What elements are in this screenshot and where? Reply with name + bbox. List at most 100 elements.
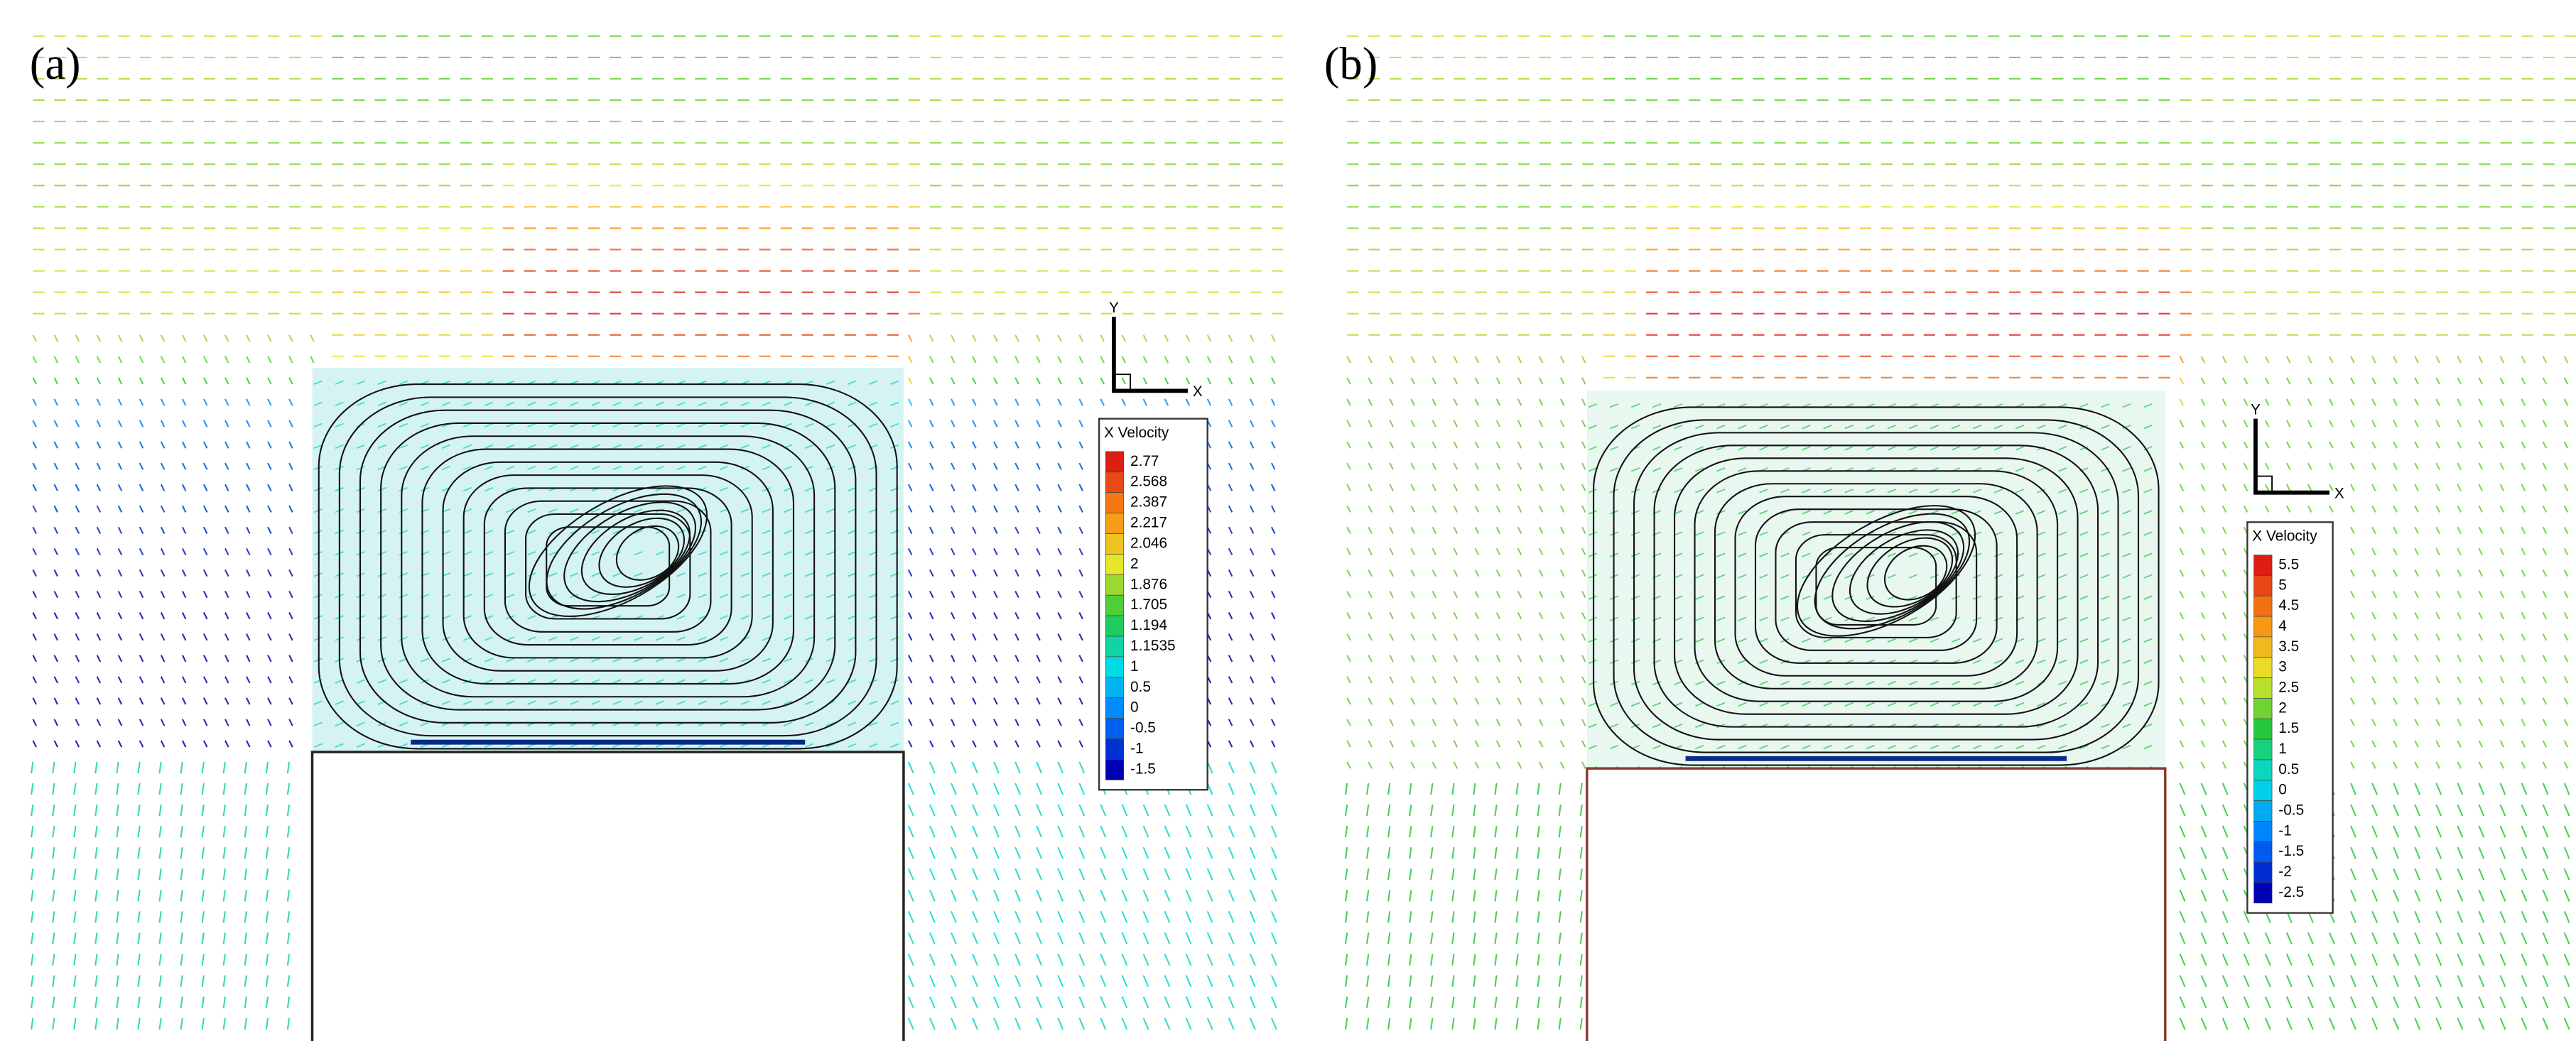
vector <box>2542 975 2549 988</box>
vector <box>116 783 119 795</box>
vector <box>2563 462 2569 470</box>
vector <box>484 423 494 428</box>
vector <box>2329 505 2334 513</box>
legend-swatch <box>1105 594 1125 616</box>
vector <box>2307 996 2314 1009</box>
vector <box>1652 489 1662 494</box>
vortex-region <box>312 367 904 753</box>
vector <box>2200 655 2206 663</box>
vector <box>847 743 857 748</box>
vector <box>2200 633 2206 641</box>
vector <box>1409 868 1412 881</box>
vector <box>32 569 37 577</box>
vector <box>1249 954 1256 966</box>
vector <box>139 612 144 620</box>
vector <box>1559 547 1565 556</box>
vector <box>1121 334 1127 342</box>
vector <box>222 783 226 795</box>
vector <box>181 633 187 641</box>
vector <box>548 444 558 449</box>
vector <box>1387 868 1391 881</box>
vector <box>1270 804 1277 817</box>
vector <box>75 655 80 663</box>
vector <box>441 401 451 406</box>
vector <box>907 910 914 923</box>
vector <box>441 465 451 471</box>
legend-level: 0 <box>1130 699 1139 716</box>
vector <box>1495 697 1501 705</box>
vector <box>32 655 37 663</box>
vector <box>2058 574 2067 579</box>
vector <box>2393 612 2398 620</box>
vector <box>1164 377 1169 385</box>
vector <box>267 334 272 342</box>
vector <box>2221 484 2227 491</box>
vector <box>2329 398 2334 406</box>
vector <box>2478 612 2483 620</box>
vector <box>1972 744 1982 750</box>
vector <box>1409 996 1412 1008</box>
vector <box>2101 723 2110 729</box>
vector <box>286 975 291 987</box>
vector <box>1517 420 1522 427</box>
vector <box>804 721 814 726</box>
vector <box>96 740 102 748</box>
vector <box>929 526 934 534</box>
vector <box>2350 441 2355 449</box>
vector <box>1517 356 1522 364</box>
vector <box>2435 740 2440 748</box>
vector <box>1346 697 1351 705</box>
vector <box>1121 377 1127 385</box>
vector <box>202 484 208 491</box>
vector <box>181 484 187 491</box>
vector <box>2285 420 2291 427</box>
streamline <box>1814 513 1971 630</box>
vector <box>1474 377 1480 385</box>
vector <box>2435 676 2440 684</box>
vector <box>313 636 323 641</box>
vector <box>804 486 814 492</box>
vector <box>907 420 913 427</box>
vector <box>52 868 55 881</box>
vector <box>2499 356 2505 364</box>
vector <box>2143 702 2153 707</box>
vector <box>1057 505 1062 513</box>
vector <box>2350 569 2355 577</box>
vector <box>139 655 144 663</box>
vector <box>869 423 878 428</box>
vector <box>1581 484 1586 491</box>
vector <box>75 697 80 705</box>
vector <box>1451 868 1455 881</box>
vector <box>1387 932 1391 944</box>
vector <box>202 398 208 406</box>
vector <box>783 572 793 577</box>
vector <box>762 401 771 406</box>
vector <box>2101 446 2110 451</box>
vector <box>246 655 251 663</box>
vector <box>1451 954 1455 966</box>
legend-level: -1 <box>2278 822 2292 839</box>
vector <box>527 465 536 471</box>
vector <box>2457 697 2462 705</box>
vector <box>1474 612 1480 620</box>
vector <box>1517 569 1522 577</box>
vector <box>804 444 814 449</box>
vector <box>2350 547 2355 556</box>
vector <box>2058 510 2067 515</box>
vector <box>1738 467 1747 472</box>
vector <box>1036 889 1043 902</box>
vector <box>890 380 899 385</box>
vector <box>2521 569 2526 577</box>
vector <box>53 484 59 491</box>
vector <box>1802 744 1811 750</box>
vector <box>1474 484 1480 491</box>
vector <box>2058 489 2067 494</box>
vector <box>1014 547 1019 556</box>
streamline <box>1613 419 2140 753</box>
vector <box>2393 804 2400 817</box>
vector <box>1014 526 1019 534</box>
vector <box>399 508 408 513</box>
vector <box>1930 638 1939 643</box>
vector <box>1270 398 1276 406</box>
vector <box>160 547 166 556</box>
